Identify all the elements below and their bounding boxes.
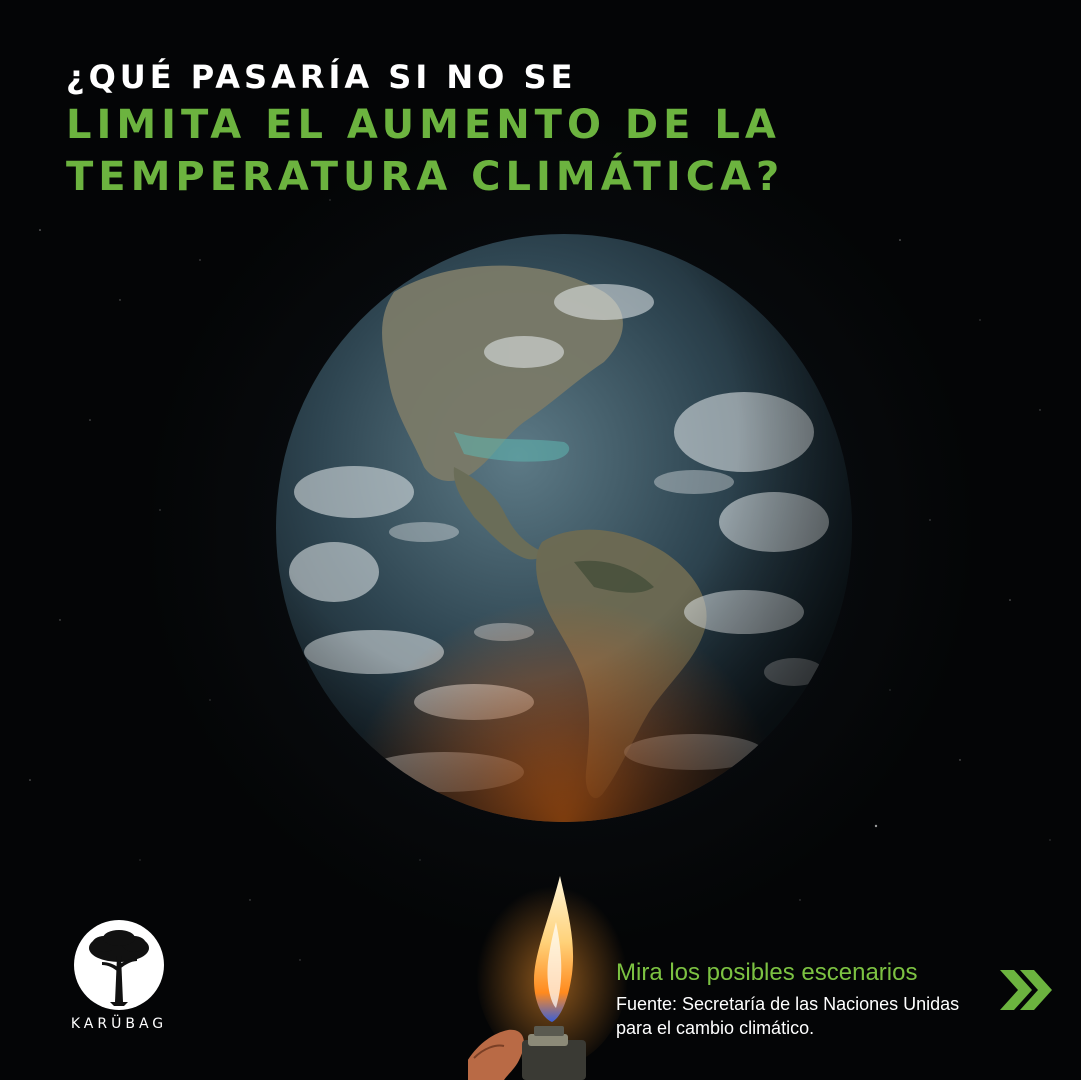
headline-line-1: ¿Qué pasaría si no se: [66, 58, 577, 96]
hand-image: [468, 1029, 524, 1080]
call-to-action: Mira los posibles escenarios Fuente: Sec…: [616, 958, 1056, 1040]
headline: ¿Qué pasaría si no se limita el aumento …: [66, 55, 1026, 203]
earth-globe-image: [276, 234, 852, 822]
logo-badge: [74, 920, 164, 1010]
lighter-flame-image: [468, 876, 628, 1080]
source-note: Fuente: Secretaría de las Naciones Unida…: [616, 994, 960, 1038]
brand-name: KARÜBAG: [70, 1016, 168, 1032]
tree-icon: [89, 930, 149, 1006]
headline-line-2: limita el aumento de la: [66, 102, 781, 148]
cta-title[interactable]: Mira los posibles escenarios: [616, 959, 918, 986]
brand-logo: KARÜBAG: [60, 920, 190, 1040]
double-chevron-right-icon[interactable]: [998, 968, 1054, 1012]
headline-line-3: temperatura climática?: [66, 154, 785, 200]
